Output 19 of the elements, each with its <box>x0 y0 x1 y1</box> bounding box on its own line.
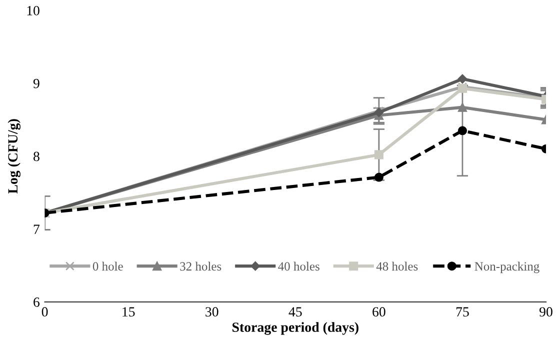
x-tick-label: 75 <box>456 307 469 317</box>
x-tick-label: 90 <box>540 307 552 317</box>
y-tick-label: 7 <box>34 224 40 234</box>
x-tick-label: 30 <box>206 307 218 317</box>
y-tick-label: 6 <box>34 298 40 307</box>
y-axis-title: Log (CFU/g) <box>8 119 20 194</box>
legend-label: 40 holes <box>278 262 320 271</box>
x-tick-label: 60 <box>372 307 386 317</box>
x-tick-label: 15 <box>122 307 135 317</box>
legend-label: 32 holes <box>180 262 222 271</box>
legend-label: 48 holes <box>376 262 418 271</box>
legend-label: Non-packing <box>474 262 540 274</box>
y-tick-label: 10 <box>27 6 40 16</box>
legend-label: 0 hole <box>92 262 123 271</box>
x-tick-label: 0 <box>42 307 48 317</box>
y-tick-label: 9 <box>33 78 40 88</box>
x-tick-label: 45 <box>288 307 302 317</box>
y-tick-label: 8 <box>34 152 40 162</box>
x-axis-title: Storage period (days) <box>232 322 358 335</box>
